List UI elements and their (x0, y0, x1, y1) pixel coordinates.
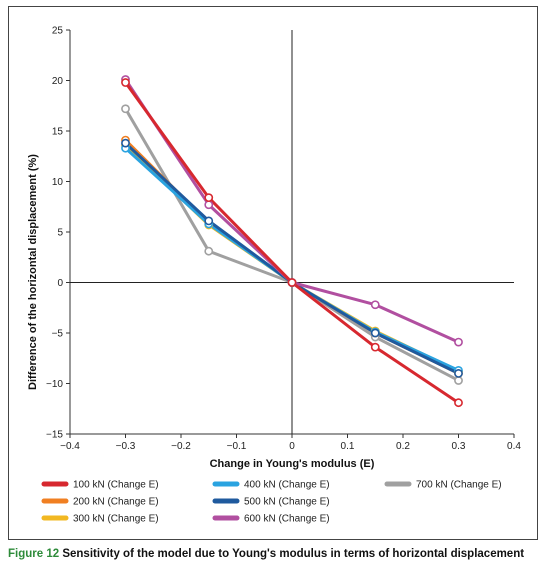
legend-label: 300 kN (Change E) (73, 514, 159, 525)
y-tick-label: 5 (57, 228, 63, 239)
x-axis-label: Change in Young's modulus (E) (210, 458, 375, 470)
legend-label: 400 kN (Change E) (244, 480, 330, 491)
x-tick-label: −0.2 (171, 441, 191, 452)
y-tick-label: 0 (57, 278, 63, 289)
x-tick-label: −0.4 (60, 441, 80, 452)
y-tick-label: 10 (52, 177, 64, 188)
legend-item: 300 kN (Change E) (41, 514, 159, 525)
data-point (121, 138, 130, 148)
x-tick-label: 0.3 (452, 441, 466, 452)
data-point (370, 342, 380, 352)
data-point (204, 193, 214, 203)
series-markers-1 (121, 78, 463, 408)
figure-caption: Figure 12 Sensitivity of the model due t… (8, 548, 538, 560)
y-tick-label: −5 (52, 329, 64, 340)
legend-item: 500 kN (Change E) (212, 497, 330, 508)
x-tick-label: 0.2 (396, 441, 410, 452)
y-tick-label: 15 (52, 127, 64, 138)
data-point (121, 78, 130, 87)
chart-legend: 100 kN (Change E) 200 kN (Change E) 300 kN… (41, 480, 502, 525)
legend-label: 600 kN (Change E) (244, 514, 330, 525)
data-point (454, 368, 463, 378)
chart-series (121, 75, 463, 408)
x-tick-label: −0.3 (116, 441, 136, 452)
data-point (204, 246, 214, 256)
data-point (454, 337, 463, 347)
legend-item: 400 kN (Change E) (212, 480, 330, 491)
data-point (121, 104, 130, 114)
legend-item: 200 kN (Change E) (41, 497, 159, 508)
chart-axes: −15 −10 −5 0 5 10 15 20 25 −0.4 −0.3 −0.2 −0.1 0 0.1 0.… (46, 26, 521, 453)
legend-label: 500 kN (Change E) (244, 497, 330, 508)
data-point (287, 278, 297, 287)
legend-label: 700 kN (Change E) (416, 480, 502, 491)
y-tick-label: 20 (52, 76, 64, 87)
y-tick-label: 25 (52, 26, 64, 37)
x-tick-label: 0.4 (507, 441, 521, 452)
data-point (370, 328, 380, 338)
x-tick-label: 0.1 (341, 441, 355, 452)
chart-frame (8, 6, 538, 540)
y-axis-label: Difference of the horizontal displacemen… (27, 154, 39, 390)
data-point (454, 376, 463, 385)
legend-label: 100 kN (Change E) (73, 480, 159, 491)
figure-caption-text: Sensitivity of the model due to Young's … (62, 548, 525, 560)
legend-label: 200 kN (Change E) (73, 497, 159, 508)
data-point (204, 216, 214, 226)
y-tick-label: −15 (46, 430, 63, 441)
figure-number: Figure 12 (8, 548, 60, 560)
legend-item: 700 kN (Change E) (384, 480, 502, 491)
data-point (204, 200, 214, 210)
x-tick-label: −0.1 (227, 441, 247, 452)
x-tick-label: 0 (289, 441, 295, 452)
y-tick-label: −10 (46, 379, 63, 390)
data-point (370, 300, 380, 310)
legend-item: 100 kN (Change E) (41, 480, 159, 491)
legend-item: 600 kN (Change E) (212, 514, 330, 525)
data-point (454, 398, 463, 408)
